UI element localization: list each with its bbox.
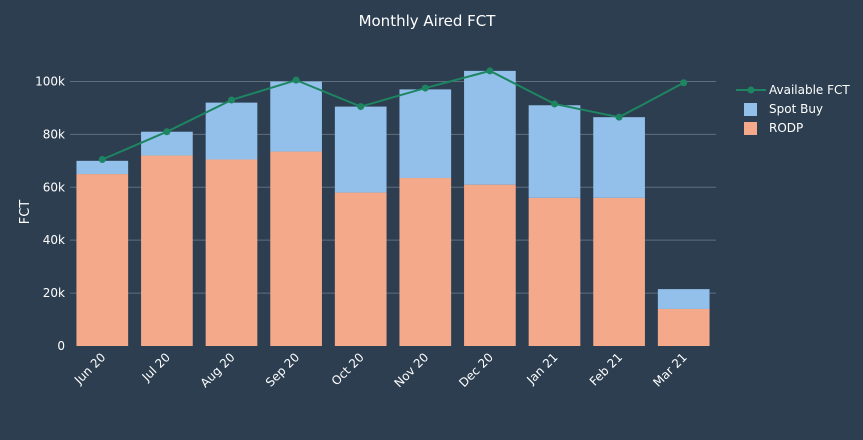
x-tick-label: Aug 20: [198, 350, 238, 390]
y-tick-label: 40k: [43, 233, 65, 247]
line-point-available-fct: [551, 100, 558, 108]
bar-spot-buy: [334, 106, 387, 193]
x-tick-label: Jan 21: [523, 350, 560, 387]
x-axis-ticks: Jun 20 Jul 20 Aug 20 Sep 20 Oct 20 Nov 20 Dec …: [71, 350, 690, 390]
y-tick-label: 60k: [43, 180, 65, 194]
bar-rodp: [657, 308, 710, 346]
bar-rodp: [464, 184, 516, 346]
x-tick-label: Jun 20: [71, 350, 108, 387]
line-point-available-fct: [680, 79, 688, 87]
legend-swatch-box: [744, 103, 757, 116]
line-point-available-fct: [357, 103, 365, 111]
bar-spot-buy: [528, 105, 581, 198]
bar-rodp: [593, 197, 645, 346]
line-point-available-fct: [292, 76, 300, 84]
x-tick-label: Feb 21: [587, 350, 625, 388]
bar-rodp: [205, 159, 258, 346]
y-tick-label: 100k: [35, 74, 65, 88]
legend-swatch-marker: [747, 86, 755, 94]
legend-label: Available FCT: [769, 83, 850, 97]
chart-title: Monthly Aired FCT: [359, 12, 497, 30]
x-tick-label: Jul 20: [139, 350, 173, 384]
bar-rodp: [76, 174, 129, 346]
x-tick-label: Dec 20: [456, 350, 496, 390]
y-axis-ticks: 0 20k 40k 60k 80k 100k: [35, 74, 65, 353]
bar-spot-buy: [205, 102, 258, 160]
bar-spot-buy: [657, 289, 710, 309]
y-tick-label: 20k: [43, 286, 65, 300]
y-tick-label: 80k: [43, 127, 65, 141]
x-tick-label: Mar 21: [650, 350, 689, 389]
line-point-available-fct: [615, 113, 623, 121]
line-point-available-fct: [98, 155, 106, 163]
line-point-available-fct: [228, 96, 235, 104]
x-tick-label: Sep 20: [263, 350, 302, 389]
legend-label: Spot Buy: [769, 102, 823, 116]
line-point-available-fct: [163, 128, 171, 136]
bar-rodp: [399, 178, 452, 346]
bar-spot-buy: [270, 81, 322, 152]
legend-swatch-box: [744, 122, 757, 135]
bar-rodp: [528, 197, 581, 346]
bar-series: [76, 70, 710, 346]
legend: Available FCT Spot Buy RODP: [736, 83, 850, 135]
bar-spot-buy: [399, 89, 452, 179]
bar-rodp: [334, 192, 387, 346]
bar-spot-buy: [593, 117, 645, 198]
bar-spot-buy: [464, 70, 516, 185]
x-tick-label: Nov 20: [391, 350, 431, 390]
bar-spot-buy: [141, 131, 193, 156]
y-axis-title: FCT: [18, 200, 33, 225]
y-tick-label: 0: [57, 339, 65, 353]
legend-label: RODP: [769, 121, 803, 135]
x-tick-label: Oct 20: [329, 350, 367, 388]
bar-spot-buy: [76, 160, 129, 175]
line-available-fct: [101, 69, 685, 161]
line-point-available-fct: [421, 84, 429, 92]
bar-rodp: [270, 151, 322, 346]
bar-rodp: [141, 155, 193, 346]
line-point-available-fct: [486, 67, 494, 75]
line-series: [98, 67, 688, 163]
